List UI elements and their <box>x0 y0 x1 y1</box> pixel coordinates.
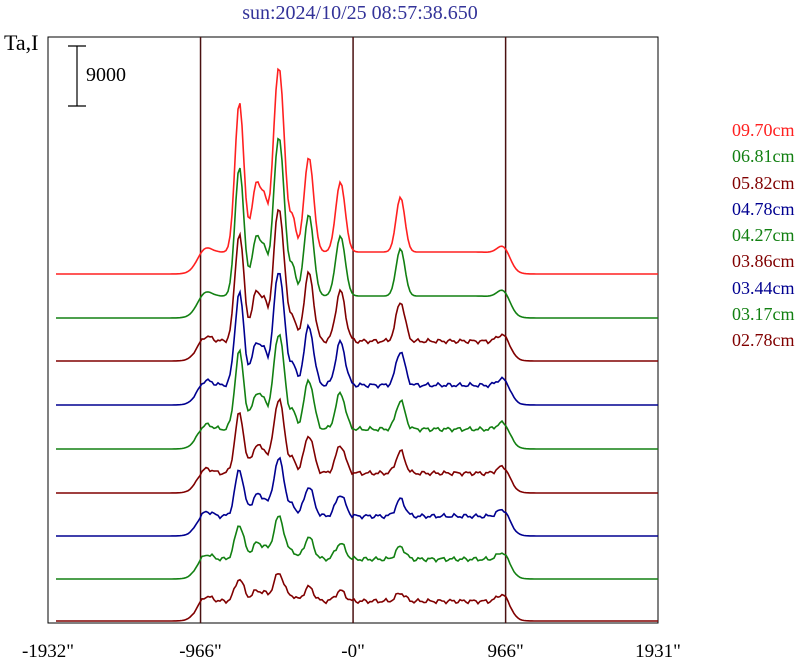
series-line-02.78cm <box>56 572 658 622</box>
x-tick-label-3: 966" <box>487 641 523 662</box>
y-axis-label: Ta,I <box>4 30 39 55</box>
legend-item: 04.27cm <box>732 225 795 246</box>
legend-item: 03.17cm <box>732 304 795 325</box>
series-line-06.81cm <box>56 137 658 319</box>
x-tick-label-0: -1932" <box>22 641 74 662</box>
legend-item: 06.81cm <box>732 146 795 167</box>
series-line-03.44cm <box>56 456 658 537</box>
x-tick-label-2: -0" <box>341 641 365 662</box>
legend-item: 05.82cm <box>732 172 795 193</box>
series-line-03.86cm <box>56 397 658 494</box>
chart-title: sun:2024/10/25 08:57:38.650 <box>242 2 478 24</box>
series-line-05.82cm <box>56 208 658 362</box>
legend-item: 03.44cm <box>732 277 795 298</box>
legend-item: 03.86cm <box>732 251 795 272</box>
x-tick-label-4: 1931" <box>635 641 681 662</box>
scale-bar-label: 9000 <box>86 64 126 86</box>
legend-item: 04.78cm <box>732 198 795 219</box>
legend: 09.70cm 06.81cm 05.82cm 04.78cm 04.27cm 03.86… <box>732 117 795 354</box>
series-line-04.27cm <box>56 333 658 450</box>
legend-item: 02.78cm <box>732 330 795 351</box>
series-line-04.78cm <box>56 272 658 406</box>
x-tick-label-1: -966" <box>179 641 222 662</box>
series-line-03.17cm <box>56 515 658 580</box>
legend-item: 09.70cm <box>732 120 795 140</box>
series-line-09.70cm <box>56 67 658 275</box>
